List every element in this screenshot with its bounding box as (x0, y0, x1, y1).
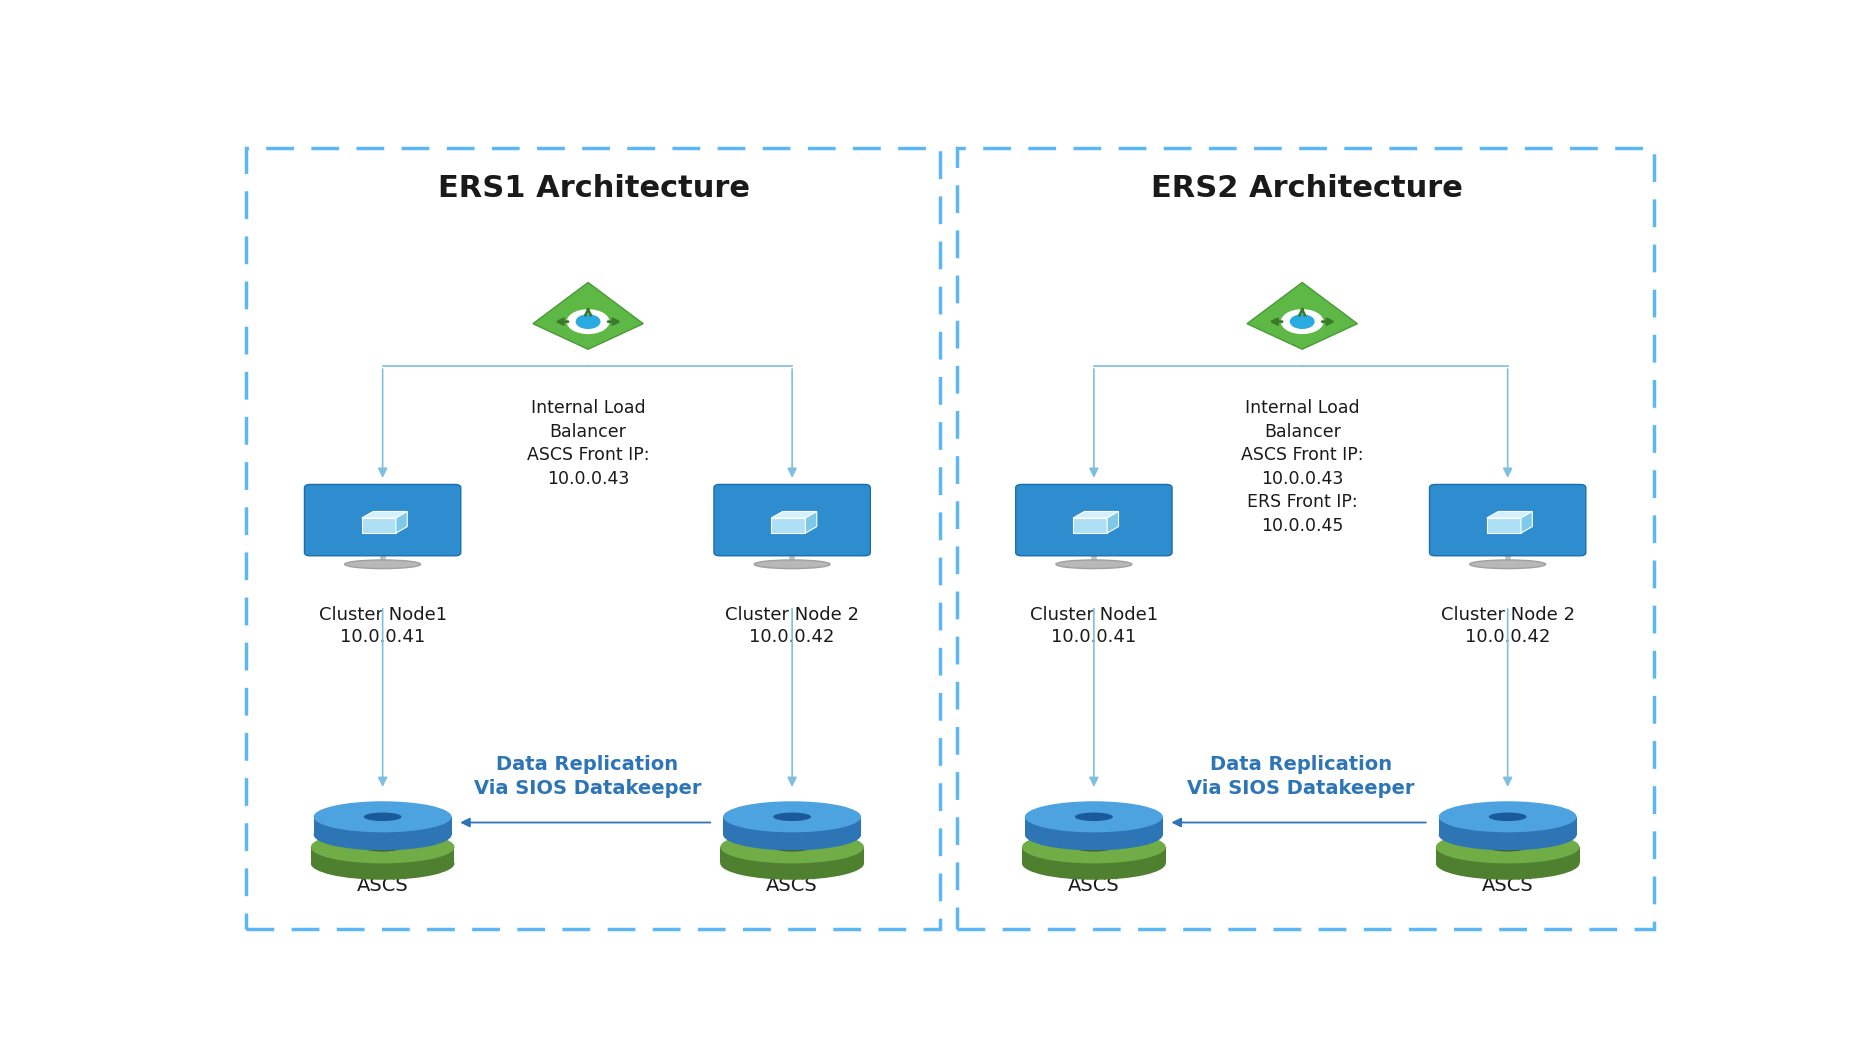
Text: ASCS: ASCS (356, 876, 408, 894)
Ellipse shape (1489, 812, 1526, 821)
Polygon shape (1520, 512, 1531, 533)
Ellipse shape (1073, 842, 1114, 852)
Ellipse shape (311, 830, 454, 863)
Ellipse shape (1435, 847, 1580, 879)
Polygon shape (1487, 518, 1520, 533)
Polygon shape (1248, 282, 1357, 349)
Ellipse shape (719, 847, 864, 879)
Circle shape (577, 315, 601, 328)
Ellipse shape (1075, 812, 1112, 821)
Polygon shape (723, 817, 860, 835)
Polygon shape (771, 512, 818, 518)
Ellipse shape (363, 812, 402, 821)
Bar (957, 148, 1654, 929)
Polygon shape (362, 518, 397, 533)
Ellipse shape (363, 842, 402, 852)
Ellipse shape (1489, 842, 1528, 852)
Circle shape (567, 310, 608, 333)
Circle shape (1290, 315, 1314, 328)
Polygon shape (1435, 847, 1580, 863)
Polygon shape (771, 518, 805, 533)
Text: ERS2 Architecture: ERS2 Architecture (1151, 174, 1463, 203)
Text: ERS1 Architecture: ERS1 Architecture (438, 174, 749, 203)
FancyBboxPatch shape (1429, 484, 1585, 555)
Text: Internal Load
Balancer
ASCS Front IP:
10.0.0.43
ERS Front IP:
10.0.0.45: Internal Load Balancer ASCS Front IP: 10… (1240, 399, 1363, 535)
Ellipse shape (311, 847, 454, 879)
Ellipse shape (755, 560, 831, 568)
Polygon shape (1107, 512, 1118, 533)
Text: Data Replication
Via SIOS Datakeeper: Data Replication Via SIOS Datakeeper (1187, 755, 1415, 798)
Ellipse shape (1022, 847, 1166, 879)
Polygon shape (313, 817, 452, 835)
Circle shape (1281, 310, 1324, 333)
Ellipse shape (723, 819, 860, 851)
Text: Cluster Node1
10.0.0.41: Cluster Node1 10.0.0.41 (319, 605, 447, 646)
Polygon shape (719, 847, 864, 863)
Polygon shape (805, 512, 818, 533)
Text: ASCS: ASCS (766, 876, 818, 894)
Ellipse shape (1439, 819, 1576, 851)
Polygon shape (1022, 847, 1166, 863)
Polygon shape (1487, 512, 1531, 518)
Polygon shape (397, 512, 408, 533)
Ellipse shape (313, 819, 452, 851)
FancyBboxPatch shape (714, 484, 870, 555)
Ellipse shape (773, 842, 812, 852)
Ellipse shape (1439, 801, 1576, 833)
Polygon shape (1439, 817, 1576, 835)
Polygon shape (1025, 817, 1162, 835)
FancyBboxPatch shape (1016, 484, 1172, 555)
FancyBboxPatch shape (304, 484, 462, 555)
Ellipse shape (773, 812, 810, 821)
Ellipse shape (313, 801, 452, 833)
Text: Cluster Node 2
10.0.0.42: Cluster Node 2 10.0.0.42 (725, 605, 858, 646)
Text: Data Replication
Via SIOS Datakeeper: Data Replication Via SIOS Datakeeper (473, 755, 701, 798)
Ellipse shape (345, 560, 421, 568)
Ellipse shape (1435, 830, 1580, 863)
Polygon shape (532, 282, 643, 349)
Polygon shape (1073, 518, 1107, 533)
Ellipse shape (1470, 560, 1546, 568)
Ellipse shape (1025, 801, 1162, 833)
Text: Cluster Node1
10.0.0.41: Cluster Node1 10.0.0.41 (1029, 605, 1159, 646)
Polygon shape (1073, 512, 1118, 518)
Ellipse shape (719, 830, 864, 863)
Ellipse shape (723, 801, 860, 833)
Polygon shape (362, 512, 408, 518)
Text: Internal Load
Balancer
ASCS Front IP:
10.0.0.43: Internal Load Balancer ASCS Front IP: 10… (527, 399, 649, 487)
Text: Cluster Node 2
10.0.0.42: Cluster Node 2 10.0.0.42 (1441, 605, 1574, 646)
Polygon shape (311, 847, 454, 863)
Ellipse shape (1025, 819, 1162, 851)
Ellipse shape (1022, 830, 1166, 863)
Text: ASCS: ASCS (1481, 876, 1533, 894)
Ellipse shape (1057, 560, 1131, 568)
Bar (247, 148, 940, 929)
Text: ASCS: ASCS (1068, 876, 1120, 894)
